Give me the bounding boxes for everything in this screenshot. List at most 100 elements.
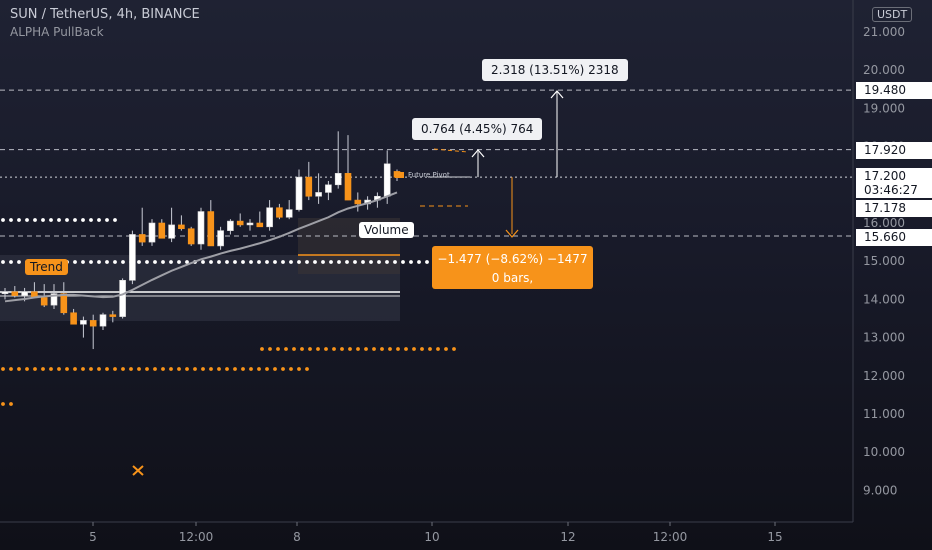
bear-candle [109, 314, 117, 317]
bear-candle [178, 224, 185, 230]
lower-band-dot [444, 347, 448, 351]
pivot-dot [241, 260, 245, 264]
lower-band-dot [404, 347, 408, 351]
bull-candle [217, 230, 224, 247]
lower-band-dot [73, 367, 77, 371]
bull-candle [129, 234, 136, 281]
pivot-dot [137, 260, 141, 264]
support-dot [49, 218, 53, 222]
lower-band-dot [436, 347, 440, 351]
lower-band-dot [268, 347, 272, 351]
price-tick: 19.000 [863, 101, 905, 115]
future-pivot-marker [395, 172, 404, 178]
lower-band-dot [225, 367, 229, 371]
bear-candle [11, 291, 19, 296]
lower-band-dot [25, 367, 29, 371]
pivot-dot [97, 260, 101, 264]
lower-band-dot [452, 347, 456, 351]
lower-band-dot [297, 367, 301, 371]
pivot-dot [81, 260, 85, 264]
lower-band-dot [308, 347, 312, 351]
pivot-dot [113, 260, 117, 264]
support-dot [113, 218, 117, 222]
time-tick: 12 [560, 530, 575, 544]
support-dot [9, 218, 13, 222]
pivot-dot [393, 260, 397, 264]
pivot-dot [265, 260, 269, 264]
current-price: 17.200 [864, 169, 906, 183]
pivot-dot [9, 260, 13, 264]
bull-candle [168, 224, 175, 239]
bull-candle [21, 291, 28, 296]
lower-band-dot [273, 367, 277, 371]
pivot-dot [177, 260, 181, 264]
lower-band-dot [276, 347, 280, 351]
lower-band-dot [388, 347, 392, 351]
lower-band-dot [113, 367, 117, 371]
pivot-dot [281, 260, 285, 264]
bear-candle [89, 320, 97, 327]
lower-band-dot [193, 367, 197, 371]
pivot-dot [217, 260, 221, 264]
lower-band-dot [1, 402, 5, 406]
time-tick: 5 [89, 530, 97, 544]
support-dot [73, 218, 77, 222]
bull-candle [80, 320, 87, 325]
lower-band-dot [420, 347, 424, 351]
indicator-title[interactable]: ALPHA PullBack [10, 25, 104, 39]
cross-marker [132, 465, 144, 476]
support-dot [105, 218, 109, 222]
support-dot [41, 218, 45, 222]
lower-band-dot [356, 347, 360, 351]
bull-candle [295, 176, 303, 210]
bull-candle [50, 293, 58, 306]
measure-lower-change: −1.477 (−8.62%) −1477 [437, 252, 588, 266]
pivot-dot [249, 260, 253, 264]
price-tick: 16.000 [863, 216, 905, 230]
lower-band-dot [57, 367, 61, 371]
price-axis[interactable]: 21.00020.00019.00018.00017.00016.00015.0… [852, 0, 905, 522]
lower-band-dot [177, 367, 181, 371]
time-tick: 10 [424, 530, 439, 544]
lower-band-dot [1, 367, 5, 371]
bull-candle [246, 222, 254, 226]
time-tick: 15 [767, 530, 782, 544]
lower-band-dot [33, 367, 37, 371]
price-label-level-a: 17.178 [856, 200, 932, 217]
price-label-target-high: 19.480 [856, 82, 932, 99]
lower-band-dot [41, 367, 45, 371]
lower-band-dot [105, 367, 109, 371]
lower-band-dot [185, 367, 189, 371]
bear-candle [138, 234, 146, 243]
lower-band-dot [89, 367, 93, 371]
lower-band-dot [121, 367, 125, 371]
time-axis[interactable]: 5 12:00 8 10 12 12:00 15 [0, 521, 853, 544]
pivot-dot [313, 260, 317, 264]
lower-band-dot [289, 367, 293, 371]
lower-band-dot [332, 347, 336, 351]
lower-band-dot [281, 367, 285, 371]
measure-lower-bars: 0 bars, [491, 271, 534, 285]
symbol-title[interactable]: SUN / TetherUS, 4h, BINANCE [10, 7, 200, 22]
measure-arrowhead-lower [505, 229, 519, 238]
support-dot [25, 218, 29, 222]
lower-band-dot [348, 347, 352, 351]
pivot-dot [257, 260, 261, 264]
overlay-layer [132, 90, 564, 476]
pivot-dot [17, 260, 21, 264]
pivot-dot [185, 260, 189, 264]
lower-band-dot [316, 347, 320, 351]
lower-band-dot [249, 367, 253, 371]
pivot-dot [161, 260, 165, 264]
time-tick: 12:00 [179, 530, 214, 544]
currency-badge[interactable]: USDT [872, 7, 913, 22]
pivot-dot [233, 260, 237, 264]
lower-band-dot [412, 347, 416, 351]
pivot-dot [145, 260, 149, 264]
lower-band-dot [161, 367, 165, 371]
pivot-dot [73, 260, 77, 264]
measure-label-upper: 2.318 (13.51%) 2318 [482, 59, 628, 81]
bull-candle [383, 163, 391, 197]
bull-candle [197, 211, 205, 245]
pivot-dot [425, 260, 429, 264]
